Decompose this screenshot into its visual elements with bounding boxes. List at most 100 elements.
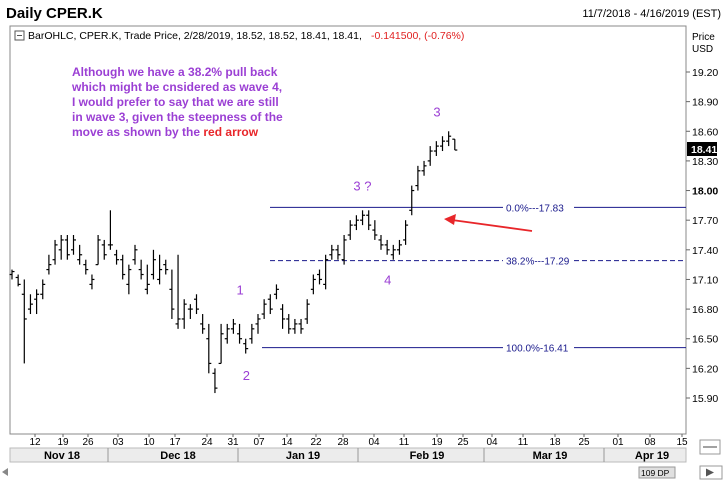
ohlc-bar	[64, 235, 70, 260]
ohlc-bar	[34, 289, 40, 315]
x-tick-label: 17	[169, 437, 181, 448]
ohlc-bar	[335, 244, 341, 260]
x-tick-label: 03	[112, 437, 124, 448]
commentary-red-text: red arrow	[203, 125, 258, 139]
ohlc-bar	[292, 318, 298, 334]
y-tick-label: 19.20	[692, 67, 718, 79]
ohlc-bar	[273, 284, 279, 300]
ohlc-bar	[390, 244, 396, 260]
currency-label: USD	[692, 44, 713, 55]
ohlc-bar	[298, 318, 304, 334]
ohlc-bar	[169, 269, 175, 319]
ohlc-bar	[157, 254, 163, 285]
red-arrow-icon	[444, 214, 533, 232]
x-tick-label: 11	[518, 437, 529, 448]
legend-change: -0.141500, (-0.76%)	[371, 30, 464, 42]
ohlc-bar	[360, 210, 366, 226]
x-tick-label: 08	[644, 437, 656, 448]
ohlc-bar	[403, 220, 409, 245]
x-tick-label: 19	[57, 437, 69, 448]
wave-label: 3 ?	[353, 179, 371, 194]
ohlc-bar	[286, 314, 292, 334]
ohlc-bar	[194, 294, 199, 315]
x-tick-label: 26	[82, 437, 94, 448]
x-tick-label: 01	[612, 437, 624, 448]
ohlc-bar	[132, 244, 138, 265]
month-strip	[9, 447, 687, 463]
ohlc-bar	[409, 185, 415, 216]
ohlc-bar	[83, 259, 89, 275]
y-tick-label: 17.10	[692, 274, 718, 286]
scroll-left-icon[interactable]	[2, 468, 8, 476]
ohlc-bar	[237, 323, 243, 344]
chart-title: Daily CPER.K	[6, 5, 103, 22]
y-tick-label: 15.90	[692, 393, 718, 405]
wave-label: 2	[243, 368, 250, 383]
ohlc-bar	[144, 264, 150, 295]
ohlc-bar	[427, 146, 433, 166]
ohlc-bar	[261, 299, 267, 319]
ohlc-bar	[396, 239, 402, 255]
ohlc-bar	[353, 215, 359, 231]
ohlc-bar	[9, 269, 15, 280]
ohlc-bar	[323, 254, 329, 290]
commentary-line: Although we have a 38.2% pull back	[72, 65, 278, 79]
ohlc-bar	[255, 314, 261, 334]
ohlc-bars	[9, 131, 458, 394]
x-tick-label: 15	[676, 437, 688, 448]
ohlc-bar	[40, 279, 46, 300]
ohlc-bar	[200, 314, 206, 334]
ohlc-bar	[433, 141, 439, 156]
ohlc-bar	[230, 318, 236, 334]
ohlc-bar	[27, 294, 33, 315]
x-tick-label: 24	[201, 437, 213, 448]
ohlc-bar	[107, 210, 113, 250]
x-axis: 12 19 26 03 10 17 24 31 07 14 22 28 04 11 19 25 04 11 18 25…	[9, 433, 688, 463]
wave-labels: 1 2 3 ? 4 3	[237, 104, 441, 383]
ohlc-bar	[372, 220, 378, 240]
ohlc-bar	[71, 235, 76, 255]
ohlc-bar	[150, 249, 156, 280]
ohlc-bar	[267, 294, 273, 315]
ohlc-bar	[347, 220, 353, 240]
y-tick-label: 18.90	[692, 97, 718, 109]
month-label: Mar 19	[533, 450, 568, 462]
x-tick-label: 18	[549, 437, 561, 448]
commentary: Although we have a 38.2% pull back which…	[71, 65, 283, 139]
ohlc-bar	[384, 239, 390, 255]
wave-label: 3	[433, 104, 440, 119]
fib-label: 100.0%-16.41	[506, 344, 569, 355]
x-tick-label: 10	[143, 437, 155, 448]
ohlc-bar	[218, 323, 224, 365]
y-tick-label: 18.60	[692, 126, 718, 138]
dp-badge: 109 DP	[641, 468, 670, 478]
ohlc-bar	[329, 244, 335, 260]
ohlc-bar	[77, 244, 83, 265]
ohlc-bar	[206, 323, 212, 374]
ohlc-bar	[175, 254, 181, 329]
ohlc-bar	[181, 299, 187, 329]
commentary-line: I would prefer to say that we are still	[72, 95, 279, 109]
wave-label: 4	[384, 272, 391, 287]
price-axis-label: Price	[692, 32, 715, 43]
fibonacci-levels[interactable]: 0.0%---17.83 38.2%---17.29 100.0%-16.41	[262, 201, 686, 355]
ohlc-bar	[15, 274, 21, 287]
x-tick-label: 04	[368, 437, 380, 448]
ohlc-bar	[52, 239, 58, 265]
y-tick-label: 16.20	[692, 363, 718, 375]
month-label: Jan 19	[286, 450, 320, 462]
ohlc-bar	[366, 210, 372, 231]
month-label: Apr 19	[635, 450, 669, 462]
fib-label-bg	[503, 254, 574, 267]
x-tick-label: 07	[253, 437, 265, 448]
date-range: 11/7/2018 - 4/16/2019 (EST)	[582, 8, 721, 20]
ohlc-bar	[224, 323, 230, 344]
x-tick-label: 31	[227, 437, 239, 448]
plot-frame	[9, 25, 687, 435]
commentary-line: move as shown by the red arrow	[72, 125, 259, 139]
y-tick-label: 16.50	[692, 334, 718, 346]
x-tick-label: 25	[457, 437, 469, 448]
commentary-prefix: move as shown by the	[72, 125, 200, 139]
ohlc-bar	[317, 269, 322, 285]
